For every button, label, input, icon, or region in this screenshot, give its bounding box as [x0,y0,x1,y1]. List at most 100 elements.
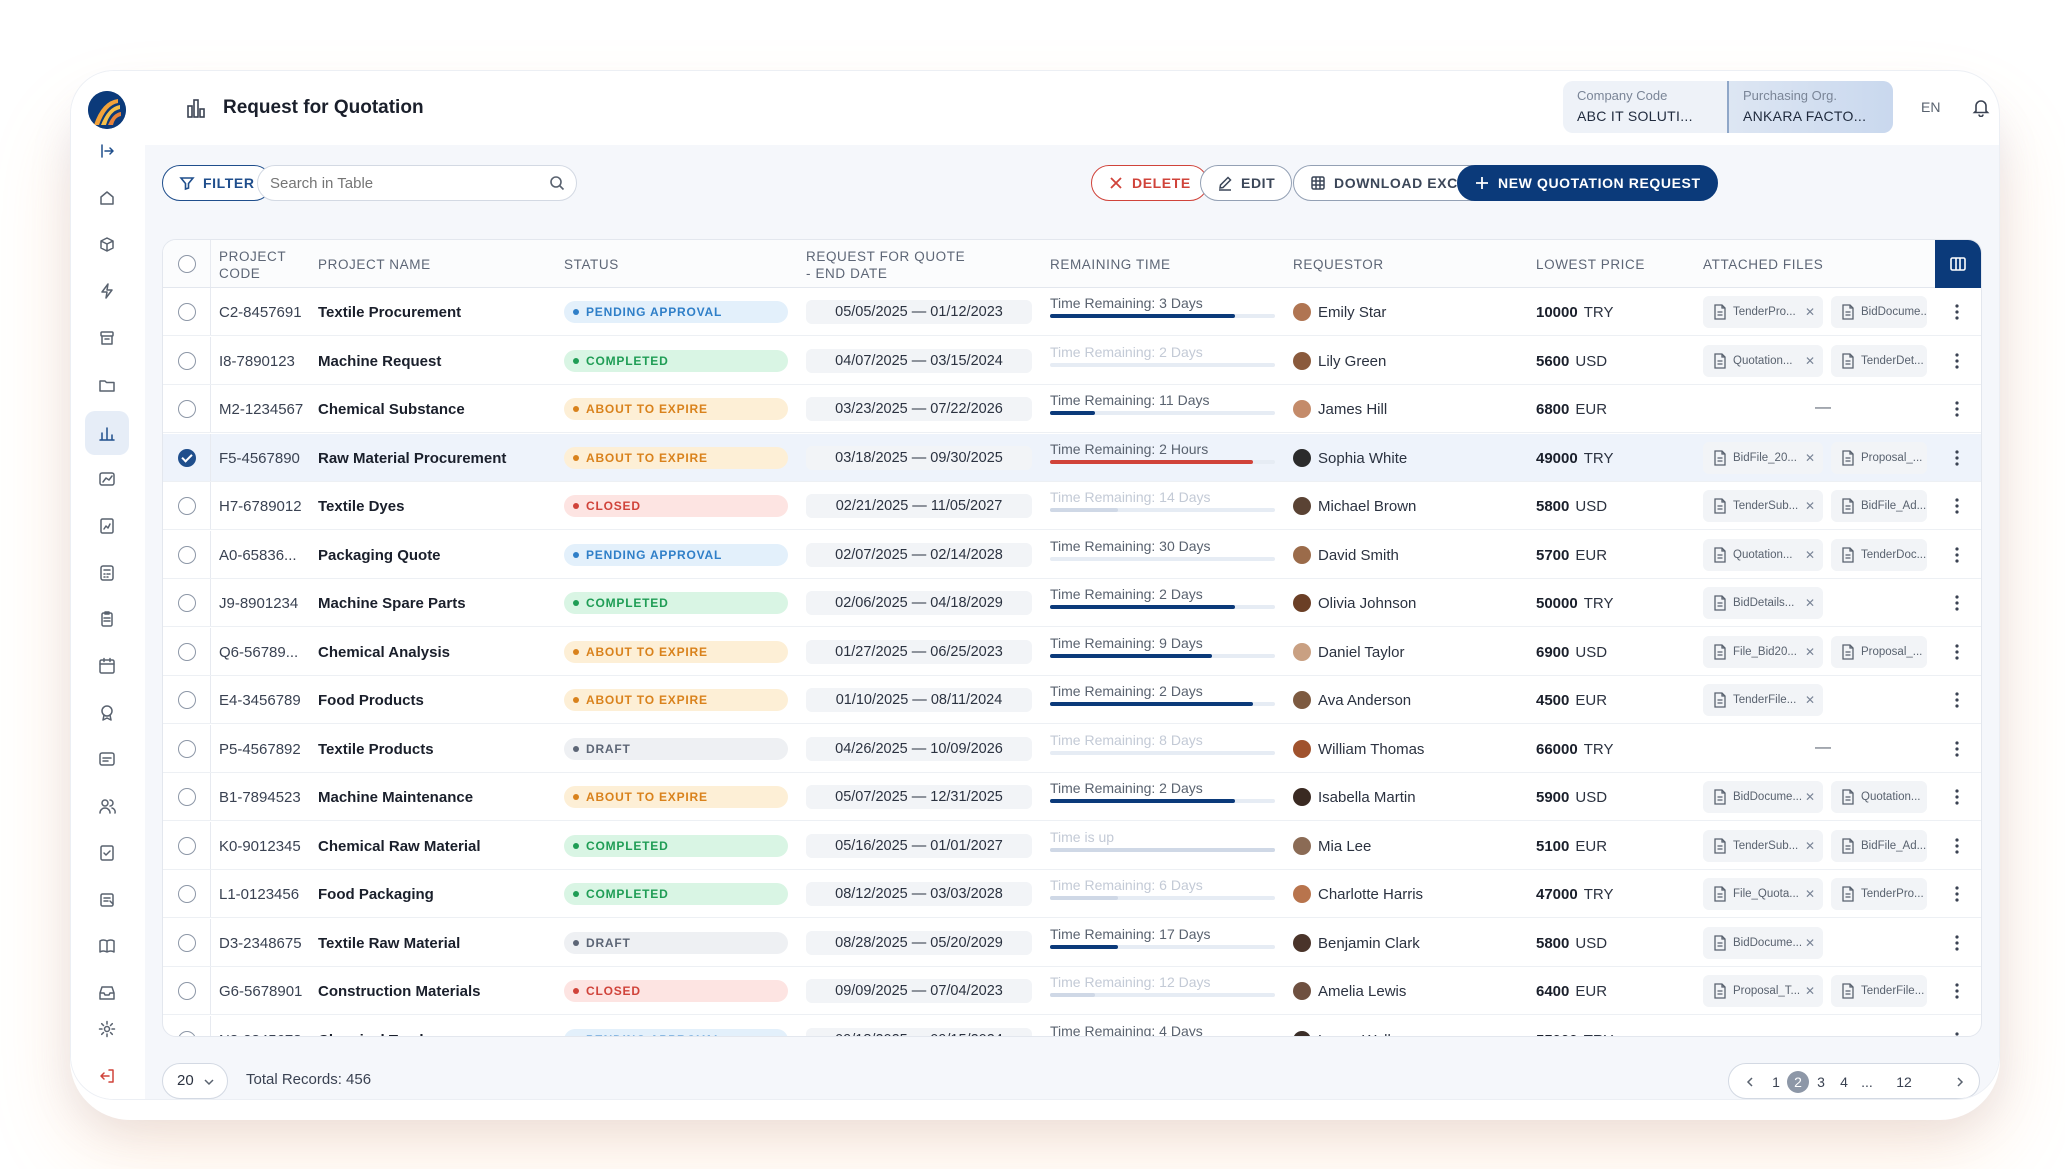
col-lowest-price[interactable]: LOWEST PRICE [1536,257,1645,272]
project-name[interactable]: Chemical Substance [318,401,465,418]
project-name[interactable]: Food Packaging [318,886,434,903]
purchasing-org-selector[interactable]: Purchasing Org. ANKARA FACTO... [1727,81,1893,133]
company-logo[interactable] [88,91,126,129]
remove-file-icon[interactable]: ✕ [1804,693,1815,707]
new-quotation-request-button[interactable]: NEW QUOTATION REQUEST [1457,165,1718,201]
sidebar-item-logout[interactable] [85,1054,129,1098]
table-row[interactable]: B1-7894523 Machine Maintenance ABOUT TO EX… [163,773,1981,821]
row-checkbox[interactable] [178,788,196,806]
project-name[interactable]: Textile Raw Material [318,934,461,952]
row-checkbox[interactable] [178,400,196,418]
attached-file-chip[interactable]: File_Quota... ✕ [1703,878,1823,910]
delete-button[interactable]: DELETE [1091,165,1208,201]
more-options-icon[interactable] [1954,496,1960,516]
sidebar-item-settings[interactable] [85,1007,129,1051]
more-options-icon[interactable] [1954,739,1960,759]
project-name[interactable]: Chemical Tender [318,1032,438,1037]
sidebar-item-book[interactable] [85,924,129,968]
attached-file-chip[interactable]: BidDocume... ✕ [1703,926,1823,959]
page-button-12[interactable]: 12 [1896,1074,1912,1090]
table-row[interactable]: K0-9012345 Chemical Raw Material COMPLETED… [163,821,1981,870]
attached-file-chip[interactable]: BidFile_Ad... [1831,829,1927,862]
more-options-icon[interactable] [1954,351,1960,371]
row-checkbox[interactable] [178,351,196,370]
attached-file-chip[interactable]: TenderSub... ✕ [1703,490,1823,522]
attached-file-chip[interactable]: BidDocume... ✕ [1703,781,1823,813]
row-checkbox[interactable] [178,1030,196,1036]
remove-file-icon[interactable]: ✕ [1804,353,1815,368]
page-button-4[interactable]: 4 [1840,1074,1848,1090]
sidebar-item-users[interactable] [85,784,129,828]
attached-file-chip[interactable]: Proposal_... [1831,635,1927,668]
project-name[interactable]: Packaging Quote [318,546,441,564]
attached-file-chip[interactable]: TenderPro... ✕ [1703,296,1823,328]
page-button-2[interactable]: 2 [1787,1071,1809,1093]
table-row[interactable]: D3-2348675 Textile Raw Material DRAFT 08/28… [163,918,1981,967]
more-options-icon[interactable] [1954,884,1960,904]
sidebar-item-checklist[interactable] [85,831,129,875]
col-attached-files[interactable]: ATTACHED FILES [1703,257,1824,272]
sidebar-item-archive[interactable] [85,316,129,360]
project-name[interactable]: Machine Spare Parts [318,595,466,612]
remove-file-icon[interactable]: ✕ [1804,499,1815,513]
attached-file-chip[interactable]: TenderSub... ✕ [1703,829,1823,862]
project-name[interactable]: Textile Procurement [318,304,462,321]
sidebar-item-bolt[interactable] [85,269,129,313]
row-checkbox[interactable] [178,739,196,758]
project-name[interactable]: Textile Dyes [318,498,405,515]
table-row[interactable]: N3-2345678 Chemical Tender PENDING APPROVA… [163,1015,1981,1038]
col-remaining-time[interactable]: REMAINING TIME [1050,257,1171,272]
bell-icon[interactable] [1971,97,1991,117]
table-row[interactable]: I8-7890123 Machine Request COMPLETED 04/07/… [163,336,1981,385]
remove-file-icon[interactable]: ✕ [1804,305,1815,319]
sidebar-item-report[interactable] [85,504,129,548]
attached-file-chip[interactable]: Quotation... [1831,781,1927,813]
more-options-icon[interactable] [1954,593,1960,613]
remove-file-icon[interactable]: ✕ [1804,935,1815,950]
table-row[interactable]: M2-1234567 Chemical Substance ABOUT TO EXP… [163,385,1981,433]
table-row[interactable]: A0-65836... Packaging Quote PENDING APPROV… [163,530,1981,579]
remove-file-icon[interactable]: ✕ [1804,984,1815,998]
col-project-name[interactable]: PROJECT NAME [318,257,431,272]
row-checkbox[interactable] [178,545,196,564]
page-size-select[interactable]: 20 [162,1063,228,1099]
more-options-icon[interactable] [1954,836,1960,856]
attached-file-chip[interactable]: BidDetails... ✕ [1703,587,1823,619]
more-options-icon[interactable] [1954,690,1960,710]
more-options-icon[interactable] [1954,642,1960,662]
sidebar-item-card[interactable] [85,737,129,781]
project-name[interactable]: Raw Material Procurement [318,449,507,467]
project-name[interactable]: Food Products [318,692,424,709]
remove-file-icon[interactable]: ✕ [1804,547,1815,562]
more-options-icon[interactable] [1954,787,1960,807]
row-checkbox[interactable] [178,933,196,952]
table-row[interactable]: L1-0123456 Food Packaging COMPLETED 08/12/2… [163,870,1981,918]
more-options-icon[interactable] [1954,448,1960,468]
remove-file-icon[interactable]: ✕ [1804,887,1815,901]
attached-file-chip[interactable]: Proposal_T... ✕ [1703,975,1823,1007]
attached-file-chip[interactable]: Quotation... ✕ [1703,344,1823,377]
more-options-icon[interactable] [1954,545,1960,565]
sidebar-item-box[interactable] [85,223,129,267]
more-options-icon[interactable] [1954,1030,1960,1038]
row-checkbox[interactable] [178,642,196,661]
attached-file-chip[interactable]: TenderDoc... [1831,538,1927,571]
attached-file-chip[interactable]: Proposal_... [1831,441,1927,474]
attached-file-chip[interactable]: File_Bid20... ✕ [1703,635,1823,668]
col-requestor[interactable]: REQUESTOR [1293,257,1384,272]
search-icon[interactable] [549,175,565,191]
page-button-1[interactable]: 1 [1772,1074,1780,1090]
edit-button[interactable]: EDIT [1200,165,1293,201]
sidebar-item-trend[interactable] [85,457,129,501]
filter-button[interactable]: FILTER [162,165,272,201]
column-settings-button[interactable] [1935,240,1981,288]
remove-file-icon[interactable]: ✕ [1804,450,1815,465]
remove-file-icon[interactable]: ✕ [1804,838,1815,853]
select-all-checkbox[interactable] [178,255,196,273]
project-name[interactable]: Machine Request [318,352,442,370]
col-project-code[interactable]: PROJECT CODE [219,249,287,281]
project-name[interactable]: Chemical Raw Material [318,837,481,855]
row-checkbox[interactable] [178,448,196,467]
attached-file-chip[interactable]: BidFile_Ad... [1831,490,1927,522]
remove-file-icon[interactable]: ✕ [1804,644,1815,659]
